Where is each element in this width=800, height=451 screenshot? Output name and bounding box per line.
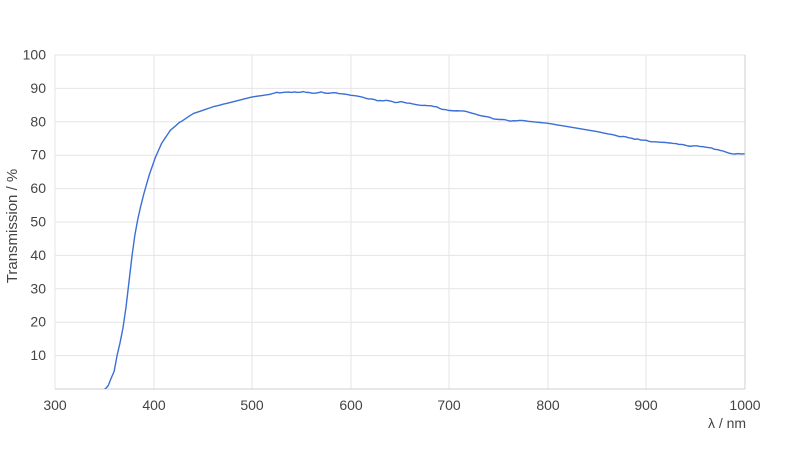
svg-text:90: 90	[30, 80, 46, 96]
svg-text:10: 10	[30, 347, 46, 363]
svg-text:100: 100	[23, 47, 47, 63]
svg-text:30: 30	[30, 280, 46, 296]
svg-text:900: 900	[634, 397, 658, 413]
svg-text:60: 60	[30, 180, 46, 196]
svg-text:300: 300	[43, 397, 67, 413]
svg-text:40: 40	[30, 247, 46, 263]
svg-text:λ / nm: λ / nm	[708, 415, 746, 431]
svg-text:20: 20	[30, 314, 46, 330]
svg-text:700: 700	[437, 397, 461, 413]
svg-text:50: 50	[30, 214, 46, 230]
svg-text:70: 70	[30, 147, 46, 163]
svg-text:500: 500	[240, 397, 264, 413]
svg-text:400: 400	[142, 397, 166, 413]
svg-text:1000: 1000	[729, 397, 760, 413]
svg-text:Transmission / %: Transmission / %	[4, 169, 21, 283]
svg-text:600: 600	[339, 397, 363, 413]
svg-text:80: 80	[30, 113, 46, 129]
svg-text:800: 800	[536, 397, 560, 413]
